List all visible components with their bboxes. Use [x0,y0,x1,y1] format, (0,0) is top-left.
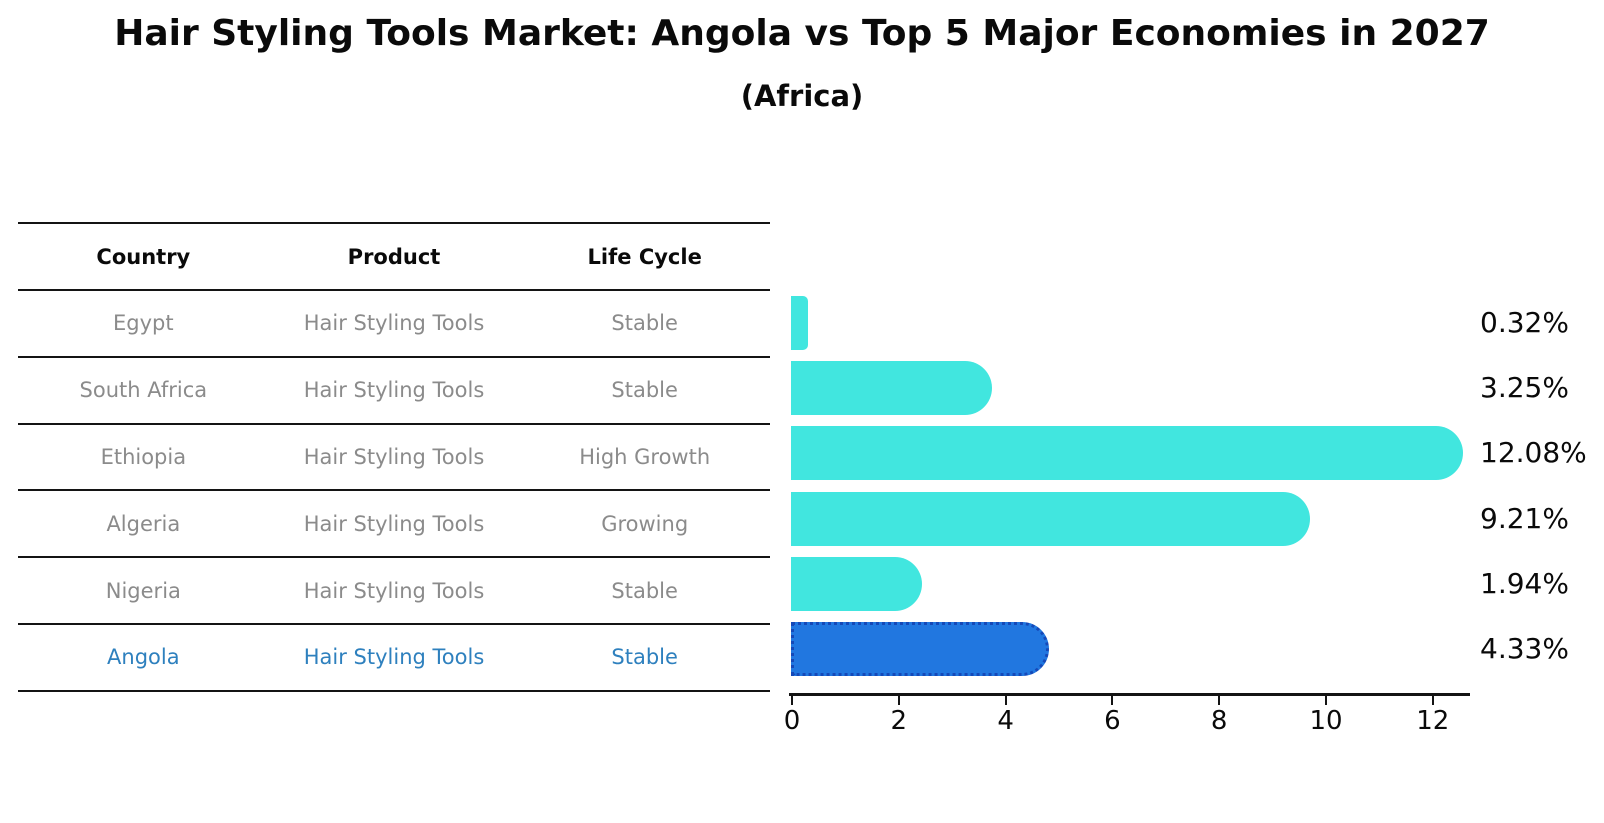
table-row: South Africa Hair Styling Tools Stable [18,358,770,425]
x-axis-tick-label: 10 [1309,706,1343,736]
table-cell-life-cycle: Stable [611,645,678,670]
x-axis-tick-label: 4 [997,706,1014,736]
x-axis-tick-label: 8 [1210,706,1228,736]
bar-ethiopia [791,426,1464,481]
table-cell-product: Hair Styling Tools [303,444,485,469]
table-cell-country: South Africa [79,378,208,403]
data-table: Country Product Life Cycle Egypt Hair Sty… [18,222,770,692]
table-cell-country: Angola [107,645,180,670]
table-row: Angola Hair Styling Tools Stable [18,625,770,692]
table-cell-life-cycle: Stable [611,311,678,336]
value-label: 9.21% [1480,501,1569,535]
value-label: 4.33% [1480,632,1569,665]
chart-title: Hair Styling Tools Market: Angola vs Top… [114,13,1490,54]
value-label: 1.94% [1480,566,1569,600]
table-cell-life-cycle: Stable [611,578,678,603]
table-cell-country: Algeria [106,511,181,536]
x-axis-tick [897,696,900,705]
x-axis-tick [1111,696,1114,705]
x-axis-tick-label: 0 [783,706,801,736]
table-body: Egypt Hair Styling Tools Stable South Afric… [18,291,770,692]
bar-south-africa [791,361,992,416]
table-row: Nigeria Hair Styling Tools Stable [18,558,770,625]
x-axis-tick [1431,696,1434,705]
table-header-country: Country [96,244,191,269]
value-label: 0.32% [1480,306,1569,339]
table-header-product: Product [347,244,441,269]
bar-nigeria [791,556,922,611]
x-axis-tick [1004,696,1007,705]
bar-highlight-angola [791,622,1050,676]
table-header-row: Country Product Life Cycle [18,224,770,291]
table-cell-life-cycle: Growing [601,511,689,536]
table-row: Ethiopia Hair Styling Tools High Growth [18,425,770,492]
x-axis-tick-label: 12 [1416,706,1450,736]
table-header-life-cycle: Life Cycle [587,244,702,269]
table-cell-product: Hair Styling Tools [303,511,485,536]
table-cell-country: Ethiopia [100,444,187,469]
table-cell-product: Hair Styling Tools [303,645,485,670]
x-axis-tick-label: 2 [890,706,908,736]
x-axis-tick-label: 6 [1104,706,1121,736]
x-axis-line [789,693,1470,696]
table-cell-product: Hair Styling Tools [303,378,485,403]
bar-algeria [791,491,1310,546]
table-cell-country: Nigeria [105,578,181,603]
value-label: 12.08% [1480,436,1587,470]
table-cell-product: Hair Styling Tools [303,311,485,336]
x-axis-tick [1218,696,1221,705]
table-cell-product: Hair Styling Tools [303,578,485,603]
bar-egypt [791,296,809,350]
value-label: 3.25% [1480,371,1569,405]
table-cell-life-cycle: High Growth [579,444,711,469]
table-cell-country: Egypt [113,311,174,336]
table-cell-life-cycle: Stable [611,378,678,403]
chart-subtitle: (Africa) [740,79,864,113]
x-axis-tick [1325,696,1327,705]
x-axis-tick [791,696,793,705]
table-row: Algeria Hair Styling Tools Growing [18,491,770,559]
table-row: Egypt Hair Styling Tools Stable [18,291,770,358]
